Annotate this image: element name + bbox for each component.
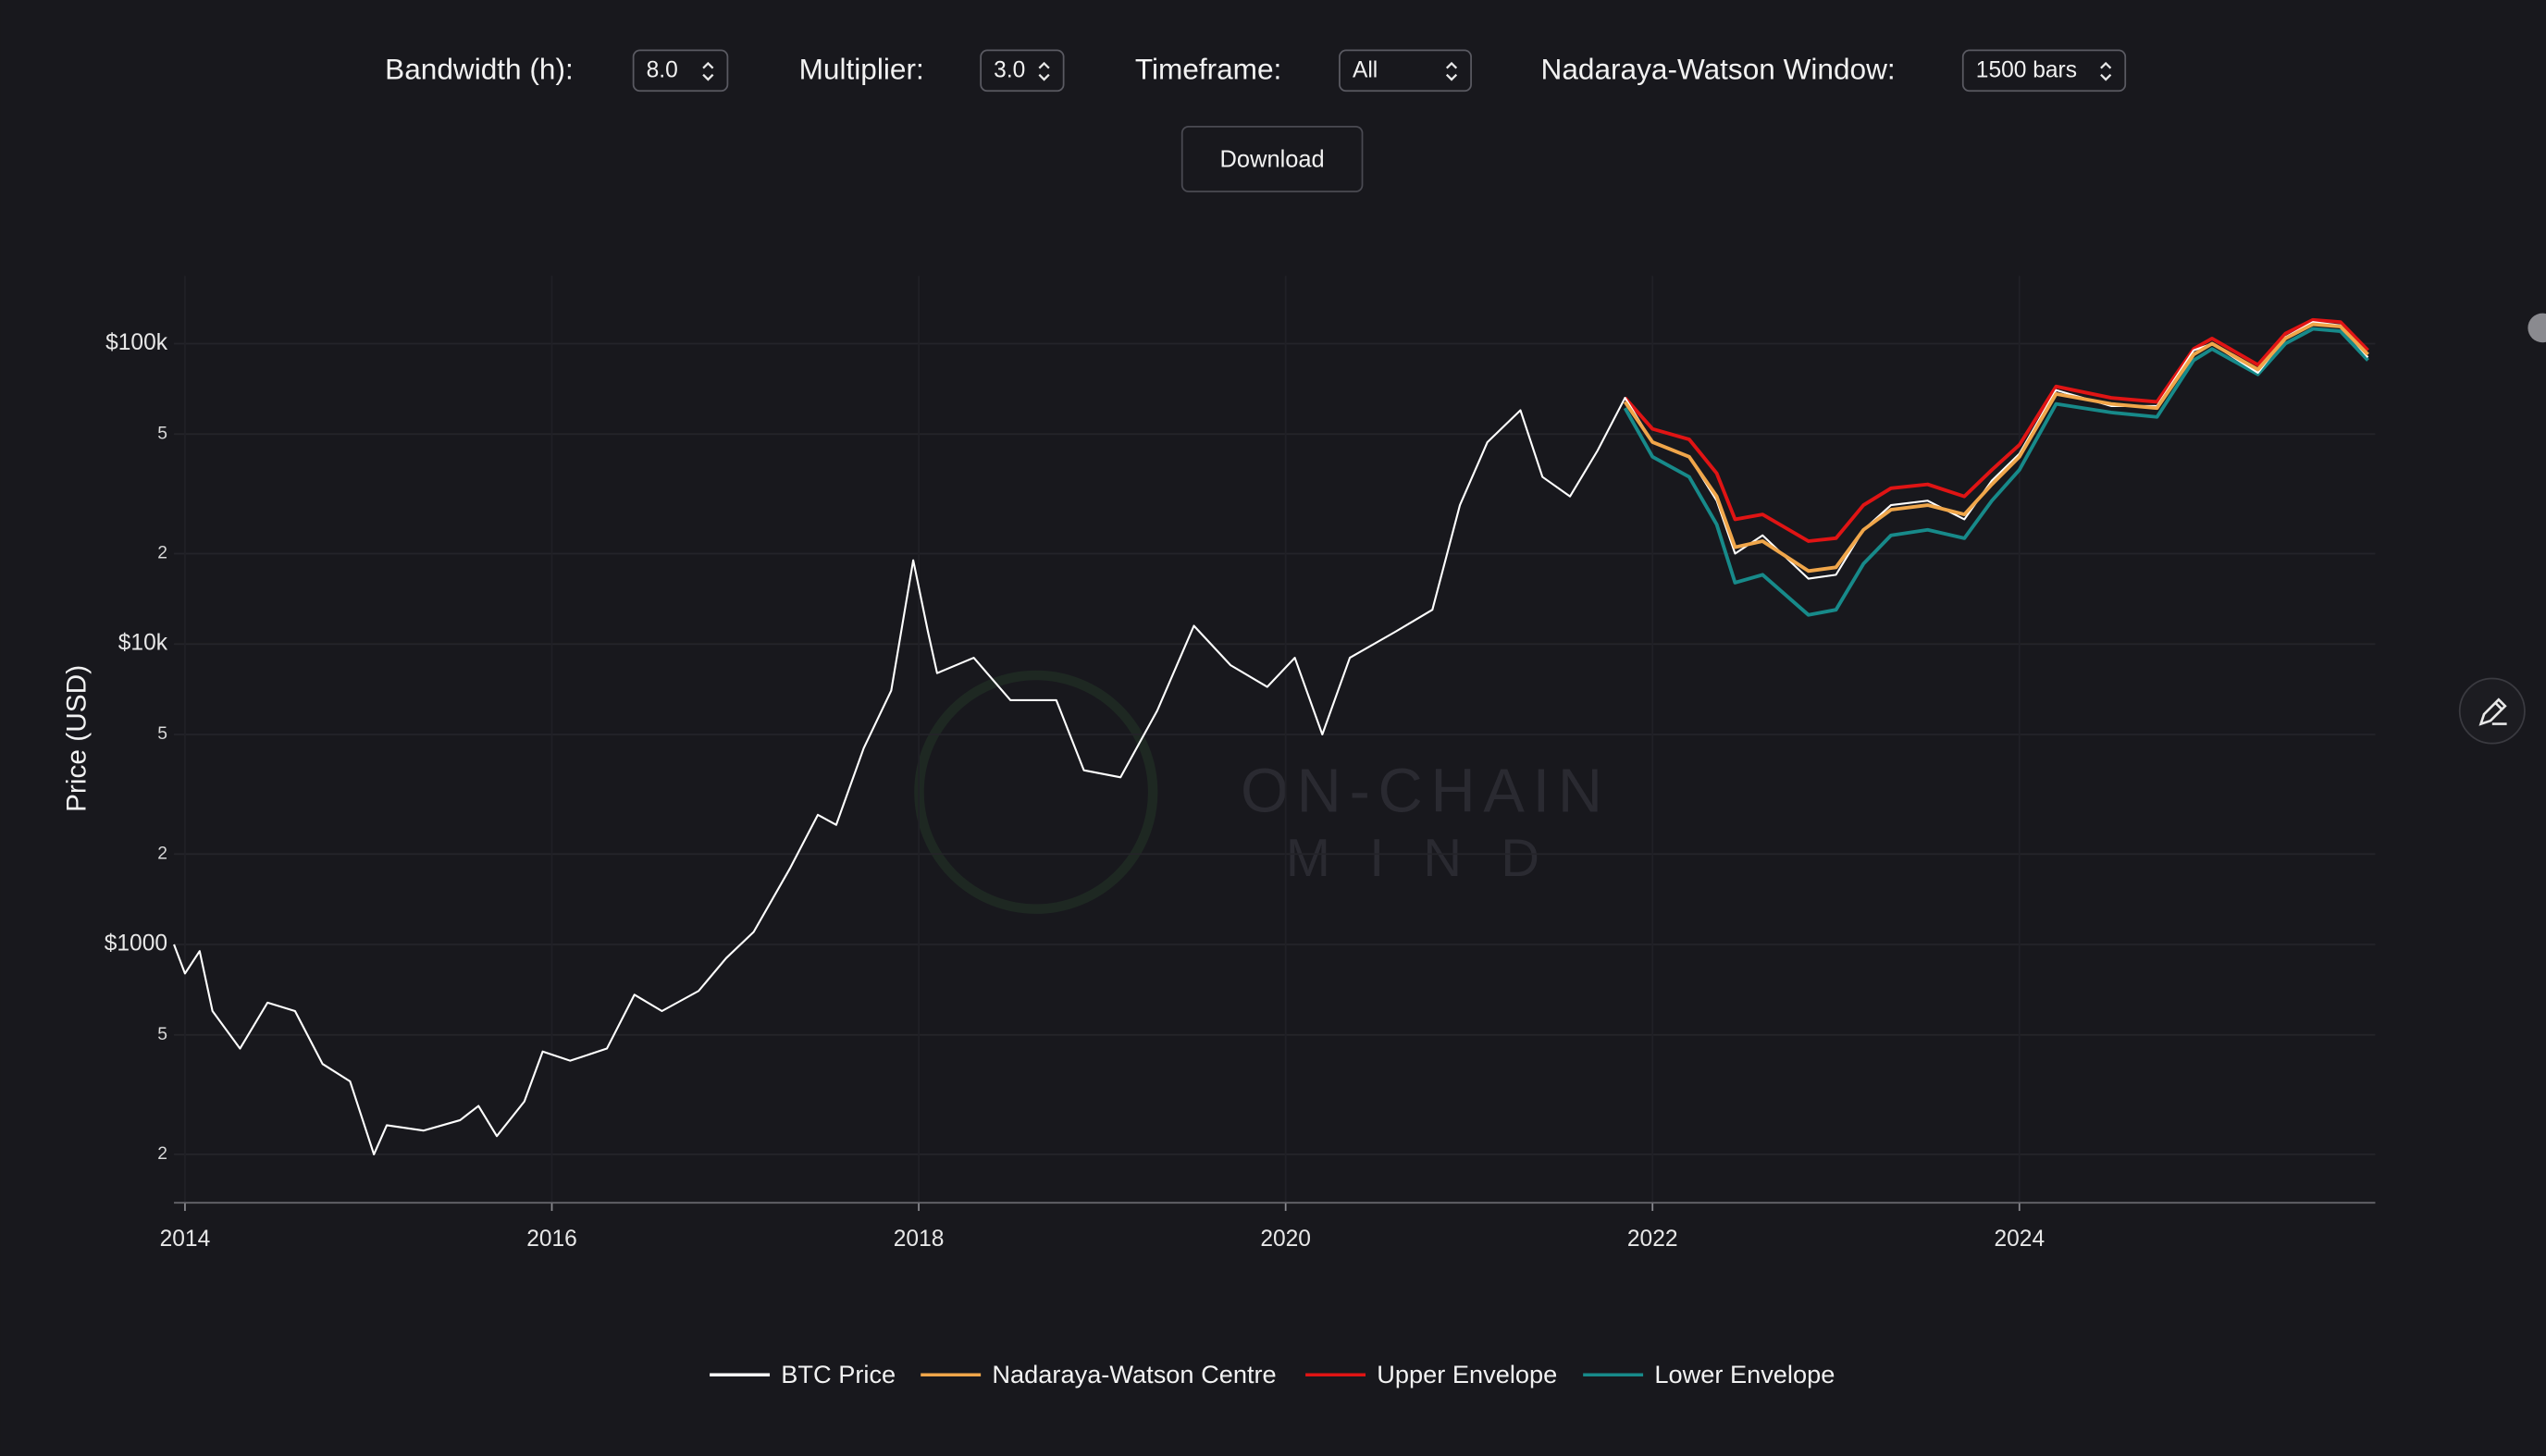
y-tick-label: 5: [157, 424, 167, 443]
edit-button[interactable]: [2458, 677, 2526, 745]
select-value[interactable]: 8.0: [647, 58, 678, 83]
select-value[interactable]: 1500 bars: [1976, 58, 2077, 83]
plot: 2 5 $1000 2 5 $10k 2 5 $100k 2014 2016 2018 2020 2022…: [105, 276, 2376, 1252]
edit-icon: [2478, 697, 2507, 726]
y-tick-label: 5: [157, 1025, 167, 1044]
x-tick-label: 2024: [1994, 1227, 2045, 1252]
select-box[interactable]: [1961, 49, 2127, 93]
download-label[interactable]: Download: [1220, 146, 1325, 172]
legend-label[interactable]: Nadaraya-Watson Centre: [992, 1360, 1276, 1388]
control-label: Nadaraya-Watson Window:: [1541, 53, 1896, 86]
y-tick-label: 5: [157, 724, 167, 744]
legend: BTC Price Nadaraya-Watson Centre Upper Env…: [710, 1360, 1835, 1388]
control-label: Multiplier:: [799, 53, 924, 86]
select-chevron: [2100, 61, 2112, 81]
series-line: [1623, 327, 2369, 617]
y-tick-label: $100k: [105, 330, 168, 355]
select[interactable]: 8.0: [632, 49, 729, 93]
select-box[interactable]: [980, 49, 1065, 93]
y-tick-label: 2: [157, 544, 167, 563]
download-button[interactable]: Download: [1180, 125, 1364, 192]
select-chevron: [702, 61, 714, 81]
download-box[interactable]: [1180, 125, 1364, 192]
legend-label[interactable]: BTC Price: [781, 1360, 896, 1388]
legend-item[interactable]: Nadaraya-Watson Centre: [921, 1360, 1277, 1388]
legend-label[interactable]: Lower Envelope: [1654, 1360, 1835, 1388]
watermark-text: MIND: [1286, 829, 1578, 888]
select[interactable]: 1500 bars: [1961, 49, 2127, 93]
y-tick-label: 2: [157, 844, 167, 863]
x-tick-label: 2020: [1260, 1227, 1311, 1252]
x-tick-label: 2014: [160, 1227, 211, 1252]
select-value[interactable]: All: [1353, 58, 1378, 83]
series-line: [1624, 317, 2369, 543]
legend-label[interactable]: Upper Envelope: [1377, 1360, 1557, 1388]
control-label: Timeframe:: [1135, 53, 1282, 86]
select-chevron: [1038, 61, 1050, 81]
series-line: [1623, 322, 2369, 574]
controls: Bandwidth (h): 8.0 Multiplier: 3.0 Timeframe…: [385, 49, 2127, 93]
edit-circle[interactable]: [2458, 677, 2526, 745]
legend-item[interactable]: BTC Price: [710, 1360, 896, 1388]
select[interactable]: 3.0: [980, 49, 1065, 93]
select[interactable]: All: [1339, 49, 1472, 93]
y-tick-label: $1000: [105, 931, 167, 956]
watermark-text: ON-CHAIN: [1241, 757, 1611, 825]
x-tick-label: 2018: [894, 1227, 945, 1252]
legend-item[interactable]: Upper Envelope: [1305, 1360, 1557, 1388]
select-value[interactable]: 3.0: [994, 58, 1025, 83]
y-axis-label: Price (USD): [61, 665, 92, 812]
y-tick-label: 2: [157, 1144, 167, 1164]
control-label: Bandwidth (h):: [385, 53, 574, 86]
select-chevron: [1445, 61, 1458, 81]
scroll-handle[interactable]: [2527, 313, 2546, 343]
legend-item[interactable]: Lower Envelope: [1583, 1360, 1835, 1388]
y-tick-label: $10k: [118, 631, 168, 656]
select-box[interactable]: [632, 49, 729, 93]
x-tick-label: 2022: [1627, 1227, 1678, 1252]
select-box[interactable]: [1339, 49, 1472, 93]
x-tick-label: 2016: [526, 1227, 577, 1252]
